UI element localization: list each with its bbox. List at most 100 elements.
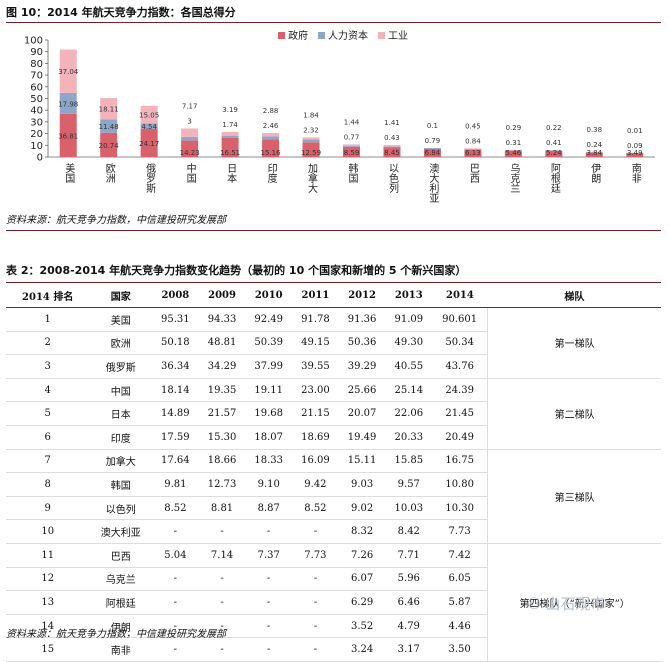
table-cell: 印度 (89, 425, 152, 449)
table-cell: 23.00 (292, 378, 339, 402)
bar-segment (383, 147, 400, 148)
bar-segment (222, 136, 239, 138)
table-cell: - (245, 567, 292, 591)
table-cell: 22.06 (385, 402, 432, 426)
table-cell: 91.78 (292, 308, 339, 332)
category-label: 加拿大 (306, 163, 318, 194)
data-label: 5.24 (546, 149, 562, 157)
category-label: 澳大利亚 (427, 162, 439, 203)
figure-source: 资料来源：航天竞争力指数，中信建投研究发展部 (6, 214, 661, 231)
bar-segment (262, 133, 279, 136)
table-cell: 10.80 (432, 473, 488, 497)
y-tick-label: 20 (30, 129, 43, 140)
data-label: 2.88 (263, 107, 279, 115)
column-header: 2012 (339, 283, 386, 308)
table-cell: 7 (6, 449, 89, 473)
table-cell: 8.32 (339, 520, 386, 544)
y-tick-label: 80 (30, 59, 43, 70)
table-cell: 21.45 (432, 402, 488, 426)
data-label: 0.41 (546, 139, 562, 147)
bar-segment (343, 146, 360, 147)
legend-swatch (278, 32, 285, 39)
table-cell: 6.07 (339, 567, 386, 591)
category-label: 以色列 (386, 163, 398, 194)
data-label: 0.77 (344, 133, 360, 141)
table-cell: - (245, 591, 292, 615)
table-cell: - (152, 520, 199, 544)
bar-segment (303, 140, 320, 143)
table-cell: 10.30 (432, 496, 488, 520)
data-label: 0.01 (627, 127, 643, 135)
table-cell: 50.34 (432, 331, 488, 355)
tier-cell: 第一梯队 (488, 308, 661, 379)
table-cell: - (292, 591, 339, 615)
data-label: 18.11 (99, 106, 119, 114)
data-label: 1.41 (384, 119, 400, 127)
column-header: 2009 (199, 283, 246, 308)
table-cell: 50.18 (152, 331, 199, 355)
category-label: 韩国 (346, 162, 358, 184)
table-cell: 8.52 (292, 496, 339, 520)
bar-segment (303, 137, 320, 139)
table-cell: 11 (6, 543, 89, 567)
table-cell: 12.73 (199, 473, 246, 497)
table-cell: - (199, 520, 246, 544)
data-label: 0.29 (506, 124, 522, 132)
table-cell: 5.87 (432, 591, 488, 615)
table-cell: 92.49 (245, 308, 292, 332)
table-cell: 9.57 (385, 473, 432, 497)
table-cell: 95.31 (152, 308, 199, 332)
column-header: 国家 (89, 283, 152, 308)
data-label: 6.84 (425, 149, 441, 157)
data-label: 0.43 (384, 134, 400, 142)
table-cell: - (292, 520, 339, 544)
table-cell: 澳大利亚 (89, 520, 152, 544)
y-tick-label: 100 (24, 36, 43, 47)
tier-cell: 第二梯队 (488, 378, 661, 449)
table-cell: 1 (6, 308, 89, 332)
data-label: 3.84 (587, 149, 603, 157)
data-label: 15.05 (139, 112, 159, 120)
table-cell: 15.85 (385, 449, 432, 473)
table-cell: 91.09 (385, 308, 432, 332)
table-cell: 16.75 (432, 449, 488, 473)
table-cell: 12 (6, 567, 89, 591)
table-cell: 18.33 (245, 449, 292, 473)
data-label: 3.19 (222, 106, 238, 114)
data-label: 6.13 (465, 149, 481, 157)
table-cell: 43.76 (432, 355, 488, 379)
data-label: 20.74 (99, 142, 120, 150)
bar-segment (181, 128, 198, 136)
table-cell: 韩国 (89, 473, 152, 497)
category-label: 乌克兰 (508, 162, 520, 193)
watermark: ⚇ 山石观市 (527, 591, 667, 615)
table-cell: 40.55 (385, 355, 432, 379)
table-cell: 3 (6, 355, 89, 379)
table-title: 表 2：2008-2014 年航天竞争力指数变化趋势（最初的 10 个国家和新增… (6, 262, 661, 280)
data-label: 0.09 (627, 142, 643, 150)
table-cell: 8 (6, 473, 89, 497)
table-cell: 18.69 (292, 425, 339, 449)
category-label: 伊朗 (589, 163, 601, 184)
table-cell: 34.29 (199, 355, 246, 379)
data-label: 3 (187, 117, 191, 125)
table-cell: - (292, 567, 339, 591)
column-header: 2011 (292, 283, 339, 308)
data-label: 4.54 (141, 123, 157, 131)
category-label: 阿根廷 (548, 163, 560, 194)
column-header: 2014 (432, 283, 488, 308)
table-cell: 9 (6, 496, 89, 520)
table-cell: 19.49 (339, 425, 386, 449)
table-cell: 18.66 (199, 449, 246, 473)
table-cell: 7.37 (245, 543, 292, 567)
wechat-icon: ⚇ (527, 594, 541, 613)
table-cell: 2 (6, 331, 89, 355)
table-cell: 6.29 (339, 591, 386, 615)
bar-segment (262, 136, 279, 139)
data-label: 0.38 (587, 126, 603, 134)
column-header: 2014 排名 (6, 283, 89, 308)
data-label: 0.1 (427, 122, 438, 130)
